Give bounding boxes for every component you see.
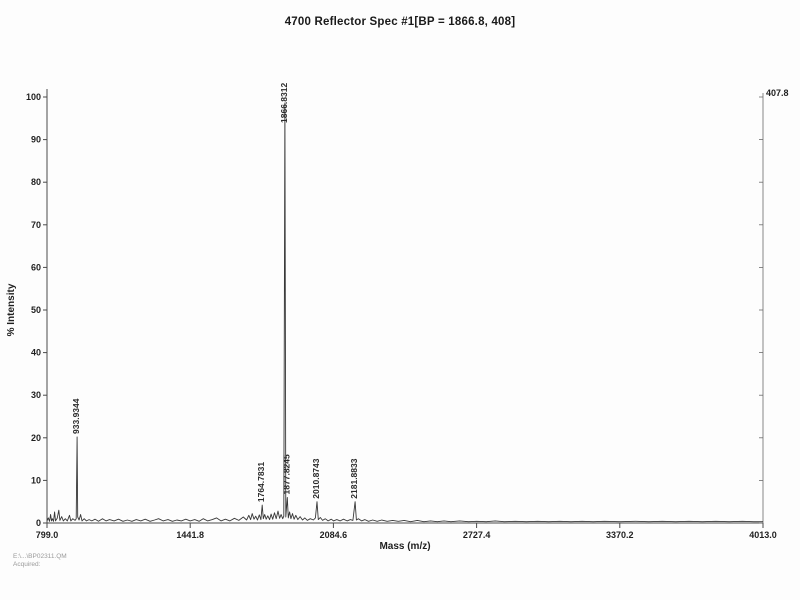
y-tick-label: 20 — [31, 433, 41, 443]
y-tick-label: 10 — [31, 475, 41, 485]
y-tick-label: 70 — [31, 220, 41, 230]
x-tick-label: 2727.4 — [463, 530, 491, 540]
file-info: E:\...\BP02311.QM Acquired: — [13, 553, 67, 569]
peak-label: 1877.8245 — [281, 454, 291, 494]
y-tick-label: 50 — [31, 305, 41, 315]
y-tick-label: 100 — [26, 92, 41, 102]
y-tick-label: 60 — [31, 262, 41, 272]
x-tick-label: 2084.6 — [320, 530, 348, 540]
peak-label: 1866.8312 — [279, 83, 289, 123]
y-tick-label: 0 — [36, 518, 41, 528]
x-axis-title: Mass (m/z) — [379, 541, 430, 552]
x-tick-label: 3370.2 — [606, 530, 634, 540]
peak-label: 1764.7831 — [256, 462, 266, 502]
peak-label: 933.9344 — [71, 398, 81, 434]
spectrum-trace — [46, 102, 763, 523]
chart-title: 4700 Reflector Spec #1[BP = 1866.8, 408] — [284, 16, 516, 28]
right-axis-max-label: 407.8 — [766, 88, 789, 98]
x-tick-label: 1441.8 — [176, 530, 204, 540]
y-tick-label: 80 — [31, 177, 41, 187]
file-path: E:\...\BP02311.QM — [13, 553, 67, 560]
y-tick-label: 30 — [31, 390, 41, 400]
y-axis-title: % Intensity — [6, 283, 17, 336]
acquired-label: Acquired: — [13, 561, 41, 568]
y-tick-label: 90 — [31, 135, 41, 145]
y-tick-label: 40 — [31, 348, 41, 358]
peak-label: 2010.8743 — [311, 458, 321, 498]
x-tick-label: 4013.0 — [749, 530, 777, 540]
peak-label: 2181.8833 — [349, 458, 359, 498]
x-tick-label: 799.0 — [36, 530, 59, 540]
